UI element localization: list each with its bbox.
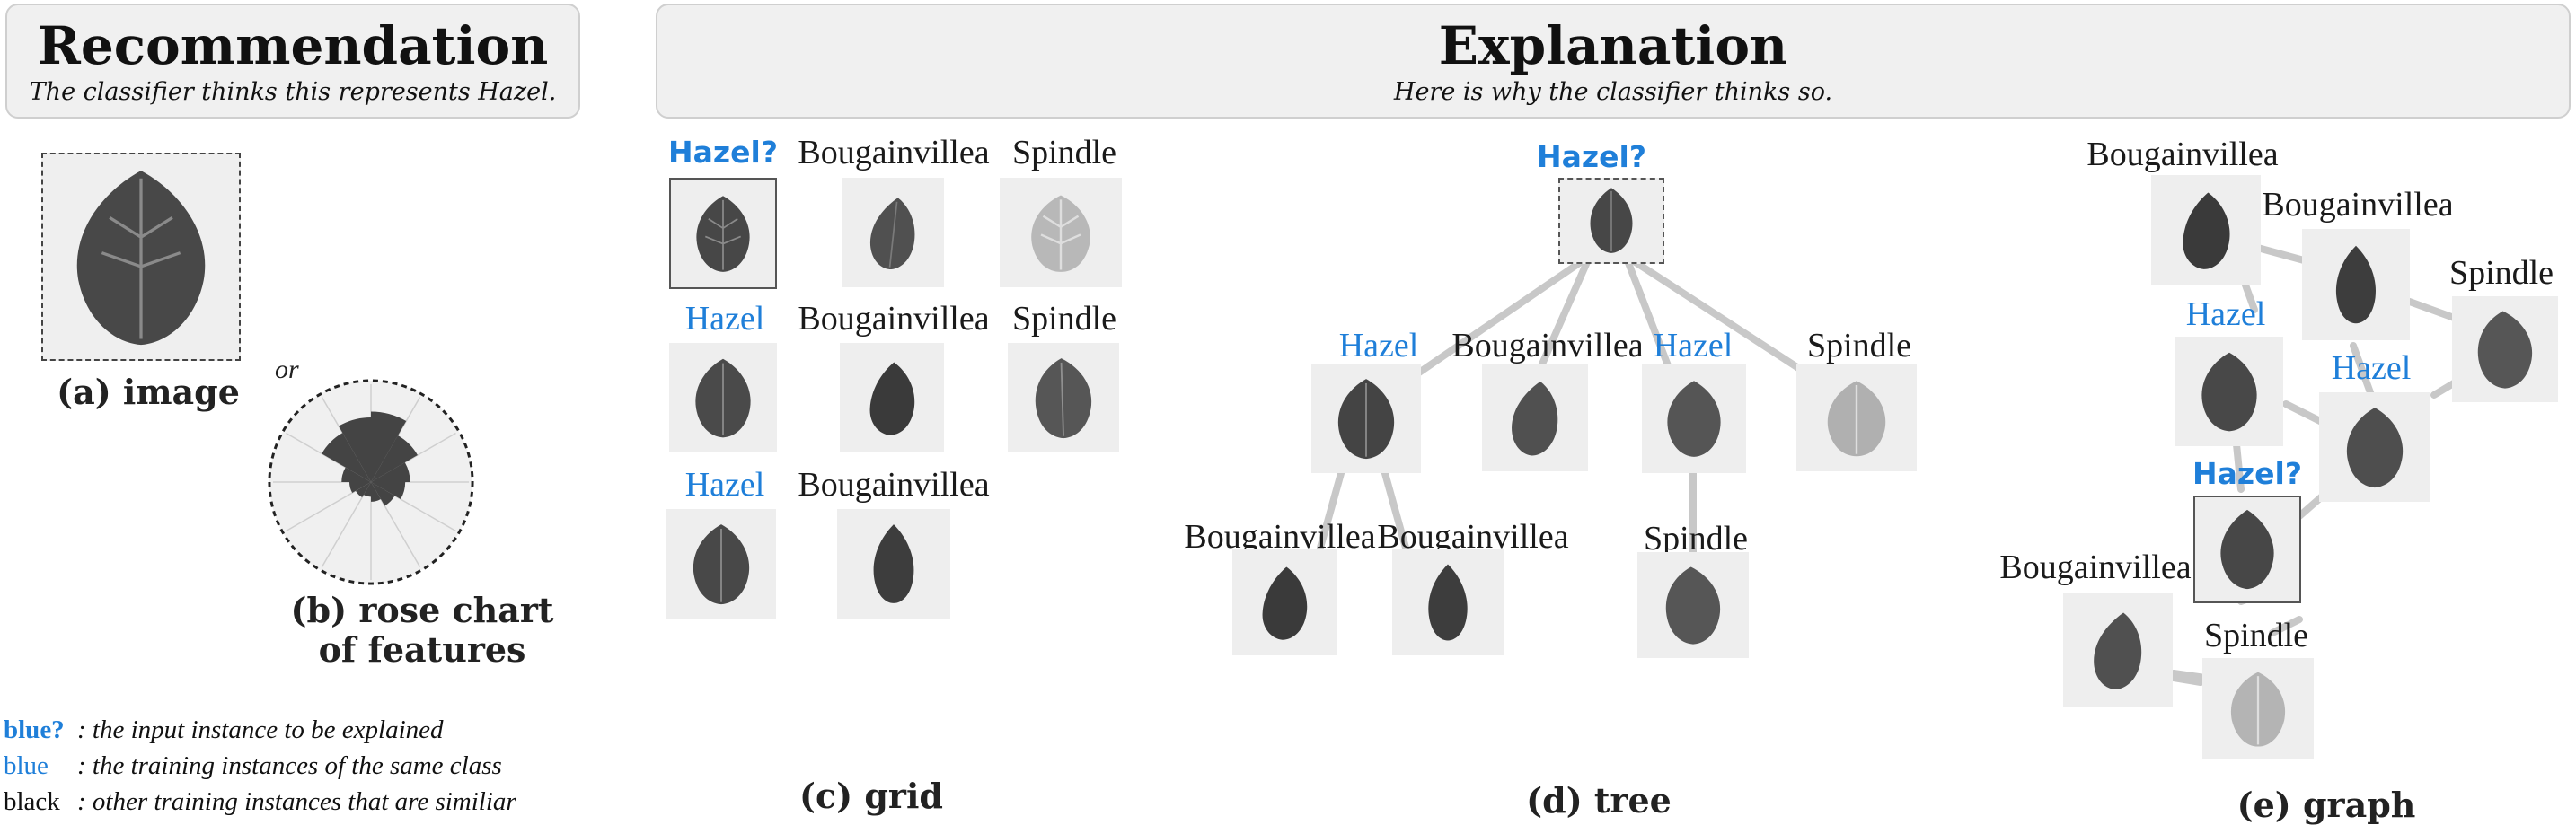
- caption-grid: (c) grid: [799, 776, 943, 816]
- tree-edge: [1622, 252, 1674, 376]
- tree-tile: [1392, 549, 1504, 655]
- graph-label: Hazel: [2331, 349, 2412, 387]
- graph-tile: [2063, 593, 2173, 707]
- grid-label: Spindle: [1011, 134, 1117, 171]
- grid-label: Bougainvillea: [798, 466, 990, 504]
- grid-tile: [666, 509, 776, 619]
- graph-label: Hazel?: [2192, 456, 2302, 491]
- graph-edge: [2269, 616, 2303, 636]
- rose-petal: [349, 482, 371, 493]
- rose-petal: [341, 467, 371, 482]
- grid-label: Bougainvillea: [798, 134, 990, 171]
- grid-label: Hazel: [684, 300, 765, 338]
- legend-text-same-class: : the training instances of the same cla…: [77, 751, 502, 780]
- legend-text-other: : other training instances that are simi…: [77, 787, 516, 816]
- rose-petal: [322, 433, 371, 482]
- tree-edge: [1537, 252, 1593, 372]
- caption-rose-line1: (b) rose chart: [290, 590, 554, 630]
- explanation-panel: Explanation Here is why the classifier t…: [656, 4, 2571, 119]
- graph-tile: [2319, 392, 2430, 502]
- rose-petal: [371, 482, 395, 506]
- tree-tile: [1637, 552, 1749, 658]
- rose-petal: [339, 417, 371, 482]
- tree-label: Hazel?: [1537, 139, 1646, 174]
- rose-spoke: [321, 481, 372, 567]
- graph-label: Bougainvillea: [2086, 136, 2279, 173]
- grid-tile-query: [669, 178, 777, 289]
- tree-label: Hazel: [1653, 327, 1734, 364]
- tree-label: Hazel: [1338, 327, 1419, 364]
- graph-tile: [2202, 658, 2314, 759]
- tree-label: Spindle: [1806, 327, 1912, 364]
- tree-label: Bougainvillea: [1451, 327, 1644, 364]
- explanation-subtitle: Here is why the classifier thinks so.: [1393, 78, 1833, 106]
- graph-tile: [2175, 337, 2283, 446]
- caption-image: (a) image: [57, 372, 240, 412]
- caption-tree: (d) tree: [1526, 780, 1672, 821]
- rose-petal: [356, 482, 371, 497]
- graph-edge: [2251, 243, 2307, 264]
- grid-tile: [1000, 178, 1122, 287]
- grid-tile: [1008, 343, 1119, 452]
- graph-label: Spindle: [2203, 617, 2309, 654]
- tree-tile: [1642, 364, 1746, 473]
- rose-petal: [371, 482, 381, 502]
- grid-tile: [669, 343, 777, 452]
- tree-edge: [1317, 463, 1346, 551]
- caption-rose: (b) rose chart of features: [291, 591, 554, 670]
- graph-edge: [2233, 441, 2245, 493]
- rose-chart: [268, 379, 474, 585]
- rose-petal: [363, 482, 371, 497]
- grid-tile: [837, 509, 950, 619]
- grid-label: Spindle: [1011, 300, 1117, 338]
- tree-edge: [1622, 252, 1809, 376]
- graph-edge: [2404, 297, 2460, 322]
- tree-tile: [1482, 364, 1588, 471]
- legend-key-other: black: [4, 787, 60, 816]
- rose-petal: [371, 435, 418, 482]
- tree-tile-query: [1558, 178, 1664, 264]
- caption-rose-line2: of features: [318, 629, 526, 670]
- recommendation-panel: Recommendation The classifier thinks thi…: [5, 4, 580, 119]
- grid-tile: [842, 178, 944, 287]
- explanation-title: Explanation: [1438, 15, 1788, 76]
- graph-label: Spindle: [2448, 254, 2554, 292]
- or-label: or: [275, 355, 299, 384]
- grid-label: Bougainvillea: [798, 300, 990, 338]
- tree-tile: [1311, 364, 1421, 473]
- graph-edge: [2282, 400, 2325, 426]
- tree-label: Spindle: [1643, 520, 1749, 557]
- graph-tile: [2302, 229, 2410, 340]
- rose-petal: [371, 411, 407, 482]
- graph-label: Bougainvillea: [1999, 549, 2192, 586]
- graph-label: Bougainvillea: [2262, 186, 2454, 224]
- grid-tile: [840, 343, 944, 452]
- grid-label: Hazel?: [668, 135, 778, 170]
- graph-label: Hazel: [2185, 295, 2266, 333]
- caption-graph: (e) graph: [2236, 785, 2416, 825]
- graph-tile: [2452, 296, 2558, 402]
- legend-key-same-class: blue: [4, 751, 49, 780]
- graph-tile-query: [2193, 496, 2301, 603]
- rose-petal: [371, 462, 410, 482]
- legend-key-query: blue?: [4, 715, 65, 744]
- rose-petal: [371, 482, 406, 500]
- graph-tile: [2151, 175, 2261, 285]
- tree-tile: [1232, 549, 1337, 655]
- graph-edge: [2350, 342, 2375, 399]
- input-image: [41, 153, 241, 361]
- grid-label: Hazel: [684, 466, 765, 504]
- recommendation-title: Recommendation: [37, 15, 549, 76]
- tree-edge: [1380, 463, 1409, 551]
- graph-edge: [2170, 674, 2204, 686]
- rose-spoke: [286, 481, 372, 532]
- tree-edge: [1416, 252, 1593, 376]
- leaf-icon: [76, 171, 206, 346]
- legend-text-query: : the input instance to be explained: [77, 715, 444, 744]
- tree-tile: [1796, 364, 1917, 471]
- graph-edge: [2170, 670, 2209, 681]
- recommendation-subtitle: The classifier thinks this represents Ha…: [29, 78, 557, 106]
